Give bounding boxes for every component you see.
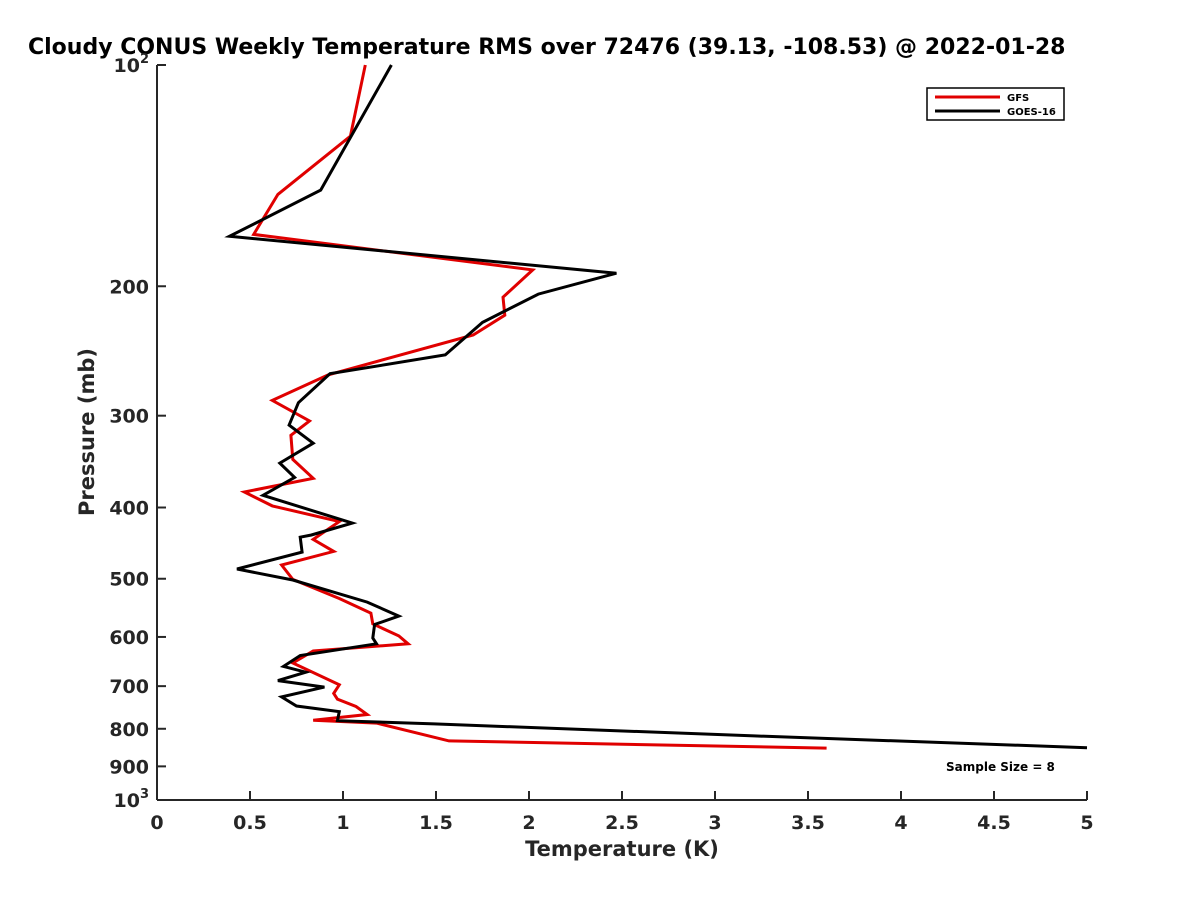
- x-tick-label: 2.5: [605, 812, 639, 834]
- y-tick-label: 300: [109, 406, 149, 428]
- x-tick-label: 5: [1080, 812, 1093, 834]
- x-tick-label: 1.5: [419, 812, 453, 834]
- y-tick-label: 700: [109, 676, 149, 698]
- x-tick-label: 0: [150, 812, 163, 834]
- series-line-goes16: [224, 64, 1088, 750]
- x-axis-ticks: 0 0.5 1 1.5 2 2.5 3 3.5 4 4.5 5: [150, 791, 1094, 834]
- y-tick-label: 400: [109, 498, 149, 520]
- sample-size-note: Sample Size = 8: [946, 760, 1055, 774]
- y-tick-label: 102: [114, 52, 150, 77]
- chart-title: Cloudy CONUS Weekly Temperature RMS over…: [28, 35, 1065, 60]
- series-line-gfs: [239, 64, 827, 750]
- x-axis-label: Temperature (K): [525, 837, 719, 861]
- legend: GFS GOES-16: [926, 87, 1065, 121]
- x-tick-label: 1: [336, 812, 349, 834]
- x-tick-label: 0.5: [233, 812, 267, 834]
- y-tick-label: 900: [109, 756, 149, 778]
- y-tick-label: 800: [109, 719, 149, 741]
- y-axis-ticks: 102 200 300 400 500 600 700 800 900 103: [109, 52, 166, 812]
- y-axis-label: Pressure (mb): [75, 348, 99, 516]
- legend-label-gfs: GFS: [1007, 93, 1029, 104]
- legend-label-goes16: GOES-16: [1007, 107, 1056, 118]
- y-tick-label: 600: [109, 627, 149, 649]
- x-tick-label: 4: [894, 812, 907, 834]
- legend-box: [926, 87, 1065, 121]
- x-tick-label: 3.5: [791, 812, 825, 834]
- x-tick-label: 3: [708, 812, 721, 834]
- x-tick-label: 4.5: [977, 812, 1011, 834]
- x-tick-label: 2: [522, 812, 535, 834]
- y-tick-label: 200: [109, 276, 149, 298]
- plot-area: [224, 64, 1088, 750]
- y-tick-label: 500: [109, 569, 149, 591]
- y-tick-label: 103: [114, 787, 150, 812]
